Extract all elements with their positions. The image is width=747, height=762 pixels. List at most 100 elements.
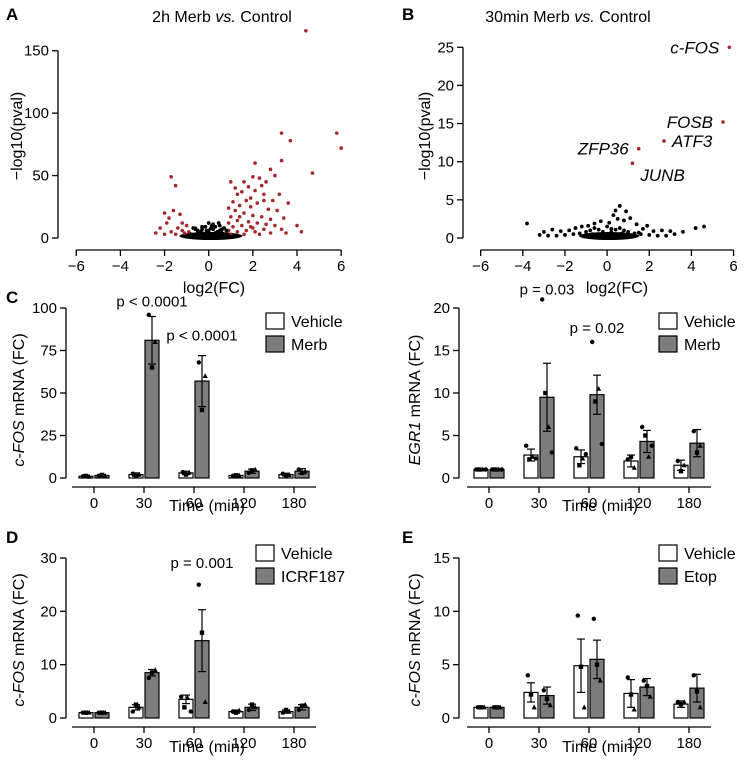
legend-label: Merb — [291, 337, 328, 354]
legend-label: Vehicle — [684, 546, 736, 563]
x-tick-label-c2: 180 — [676, 495, 701, 512]
replicate-point — [593, 399, 598, 404]
data-point — [246, 219, 251, 224]
x-tick-label-c: 180 — [281, 495, 306, 512]
p-value-label: p < 0.0001 — [116, 294, 187, 311]
replicate-point — [146, 675, 151, 681]
replicate-point — [583, 452, 588, 457]
data-point — [259, 214, 264, 219]
replicate-point — [694, 689, 700, 694]
y-axis-label-e: c-FOS mRNA (FC) — [407, 573, 424, 706]
data-point — [619, 231, 624, 236]
legend-swatch — [265, 312, 285, 330]
legend-label: ICRF187 — [281, 569, 345, 586]
replicate-point — [578, 664, 584, 669]
replicate-point — [631, 465, 637, 470]
data-point — [253, 188, 257, 193]
replicate-point — [599, 441, 604, 447]
x-axis-label-d: Time (min) — [169, 739, 245, 756]
data-point — [191, 226, 196, 230]
replicate-point — [202, 373, 208, 378]
data-point — [286, 201, 290, 205]
replicate-point — [199, 630, 205, 635]
p-value-label: p = 0.03 — [520, 282, 575, 299]
data-point — [235, 192, 240, 197]
replicate-point — [283, 707, 289, 713]
p-value-label: p = 0.02 — [570, 320, 625, 337]
replicate-point — [574, 446, 579, 451]
replicate-point — [136, 704, 142, 710]
data-point — [727, 45, 732, 50]
data-point — [573, 226, 578, 230]
data-point — [672, 232, 677, 237]
data-point — [226, 206, 231, 210]
data-point — [171, 208, 176, 213]
y-tick-label-a: 150 — [24, 43, 49, 60]
data-point — [636, 230, 641, 235]
x-axis-label-e: Time (min) — [562, 739, 638, 756]
data-point — [273, 173, 277, 178]
data-point — [588, 228, 593, 233]
data-point — [624, 209, 628, 214]
bar-chart-c-egr1: EGR1 mRNA (FC) Time (min) 0 5 10 15 20 0 30 60 1… — [407, 282, 736, 515]
replicate-point — [286, 472, 292, 477]
data-point — [622, 228, 626, 233]
x-tick-label-b: 2 — [645, 258, 653, 275]
replicate-point — [694, 450, 700, 455]
data-point — [584, 229, 588, 234]
chart-title-b: 30min Merb vs. Control — [485, 9, 650, 26]
data-point — [180, 228, 185, 233]
x-tick-label-a: 6 — [337, 258, 345, 275]
x-tick-label-e: 120 — [626, 735, 651, 752]
data-point — [248, 196, 253, 200]
data-point — [537, 233, 542, 237]
data-point — [262, 198, 266, 203]
data-point — [169, 229, 173, 234]
y-tick-label-c: 100 — [32, 300, 57, 317]
replicate-point — [83, 473, 89, 479]
data-point — [173, 183, 178, 188]
data-point — [244, 228, 249, 233]
replicate-point — [296, 707, 301, 713]
data-point — [240, 223, 244, 228]
replicate-point — [233, 710, 239, 715]
data-point — [613, 208, 618, 213]
replicate-point — [697, 442, 703, 448]
data-point — [264, 222, 268, 227]
replicate-point — [99, 710, 105, 715]
replicate-point — [640, 424, 645, 430]
replicate-point — [697, 704, 703, 710]
data-point — [634, 222, 639, 227]
replicate-point — [499, 467, 504, 472]
replicate-point — [524, 443, 529, 448]
y-tick-label-c: 25 — [40, 428, 57, 445]
y-axis-label-c: c-FOS mRNA (FC) — [11, 333, 28, 466]
data-point — [563, 233, 567, 237]
data-point — [213, 234, 218, 239]
data-point — [647, 233, 652, 237]
replicate-point — [494, 705, 500, 710]
legend-label: Vehicle — [291, 314, 343, 331]
replicate-point — [481, 704, 487, 710]
replicate-point — [236, 472, 242, 478]
replicate-point — [678, 469, 684, 474]
data-point — [582, 234, 586, 239]
replicate-point — [691, 673, 696, 678]
data-point — [626, 229, 631, 234]
replicate-point — [188, 709, 193, 714]
replicate-point — [594, 662, 600, 667]
x-axis-label-c2: Time (min) — [562, 498, 638, 515]
x-tick-label-c: 120 — [231, 495, 256, 512]
data-point — [611, 213, 616, 218]
replicate-point — [631, 706, 637, 712]
replicate-point — [628, 692, 634, 697]
replicate-point — [597, 677, 603, 683]
data-point — [304, 28, 308, 33]
x-tick-label-d: 180 — [281, 735, 306, 752]
legend-label: Vehicle — [684, 314, 736, 331]
data-point — [162, 232, 167, 237]
x-tick-label-b: 4 — [687, 258, 695, 275]
x-tick-label-b: 0 — [603, 258, 611, 275]
data-point — [262, 227, 266, 232]
